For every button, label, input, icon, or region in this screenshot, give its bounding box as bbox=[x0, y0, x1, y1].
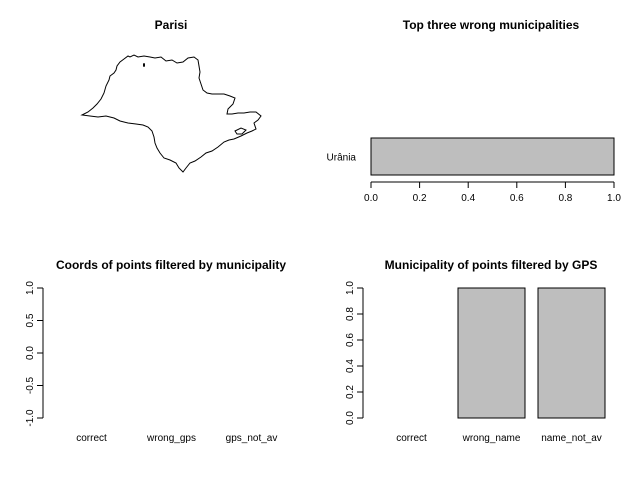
x-tick-label-3: 0.6 bbox=[510, 193, 524, 204]
x-tick-label-5: 1.0 bbox=[607, 193, 621, 204]
map-title: Parisi bbox=[155, 18, 188, 32]
island-outline-map bbox=[234, 127, 247, 135]
category-label-1: wrong_name bbox=[462, 433, 521, 444]
lake-marker-map bbox=[143, 63, 145, 67]
x-tick-label-0: 0.0 bbox=[364, 193, 378, 204]
y-tick-label-0: 0.0 bbox=[345, 411, 356, 425]
y-tick-label-5: 1.0 bbox=[345, 281, 356, 295]
chart3-title: Municipality of points filtered by GPS bbox=[385, 258, 598, 272]
y-tick-label-2: 0.0 bbox=[25, 346, 36, 360]
state-outline-map bbox=[80, 54, 262, 173]
y-tick-label-2: 0.4 bbox=[345, 359, 356, 373]
x-tick-label-1: 0.2 bbox=[413, 193, 427, 204]
bar-1 bbox=[457, 287, 526, 419]
y-tick-label-1: -0.5 bbox=[25, 376, 36, 394]
category-label-1: wrong_gps bbox=[146, 433, 196, 444]
chart3-plot: 0.0 0.2 0.4 0.6 0.8 1.0 correct wrong_name name_… bbox=[345, 281, 606, 444]
y-tick-label-1: 0.2 bbox=[345, 385, 356, 399]
category-label-0: correct bbox=[396, 433, 427, 444]
chart2-plot: -1.0 -0.5 0.0 0.5 1.0 correct wrong_gps gps_not… bbox=[25, 281, 277, 444]
category-label-2: name_not_av bbox=[541, 433, 602, 444]
y-tick-label-3: 0.5 bbox=[25, 313, 36, 327]
y-tick-label-4: 0.8 bbox=[345, 307, 356, 321]
category-label-2: gps_not_av bbox=[226, 433, 278, 444]
x-tick-label-2: 0.4 bbox=[461, 193, 475, 204]
bar-0 bbox=[370, 137, 615, 176]
y-tick-label-3: 0.6 bbox=[345, 333, 356, 347]
chart2-title: Coords of points filtered by municipalit… bbox=[56, 258, 286, 272]
x-tick-label-4: 0.8 bbox=[558, 193, 572, 204]
category-label-0: Urânia bbox=[327, 153, 357, 164]
category-label-0: correct bbox=[76, 433, 107, 444]
y-tick-label-0: -1.0 bbox=[25, 409, 36, 427]
chart1-title: Top three wrong municipalities bbox=[403, 18, 580, 32]
bar-2 bbox=[537, 287, 606, 419]
y-tick-label-4: 1.0 bbox=[25, 281, 36, 295]
chart1-plot: Urânia 0.0 0.2 0.4 0.6 0.8 1.0 bbox=[327, 137, 621, 204]
